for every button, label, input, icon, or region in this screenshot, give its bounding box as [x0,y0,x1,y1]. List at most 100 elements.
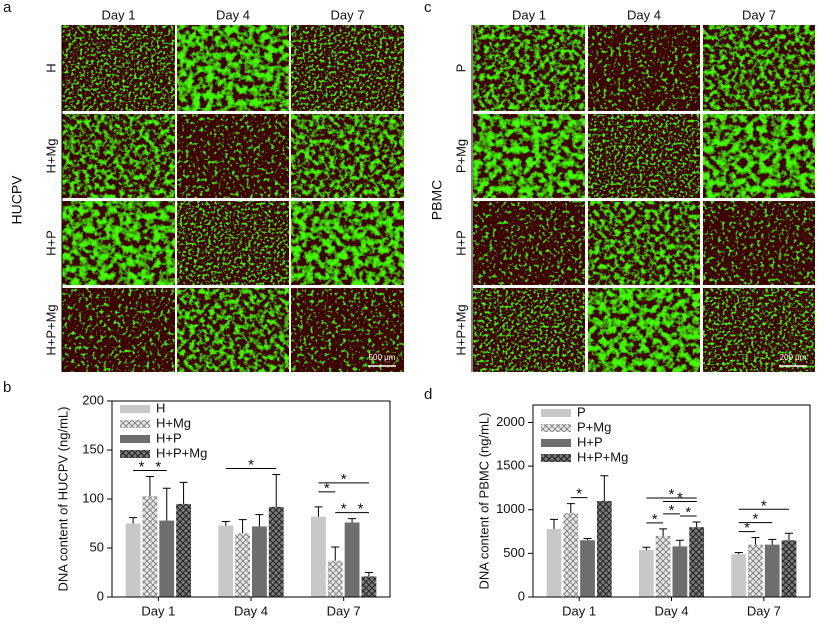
error-bar [255,514,264,527]
micrograph [291,201,404,285]
row-label: H+P [43,230,58,256]
error-bar [145,475,154,497]
scale-bar-label: 200 μm [780,353,807,362]
micrograph [703,201,815,285]
row-label: P+Mg [453,139,468,173]
error-bar [784,532,793,541]
legend-swatch [120,420,150,428]
micrograph [588,288,700,372]
legend-swatch [120,435,150,443]
error-bar [331,546,340,561]
column-label: Day 7 [742,7,776,22]
micrograph [177,25,289,111]
panel-label: a [3,0,12,16]
significance-star: * [155,458,161,475]
x-tick-label: Day 7 [327,603,361,618]
micrograph [177,114,289,198]
error-bar [583,538,592,541]
bar [125,523,141,597]
micrograph [177,201,289,285]
legend-swatch [541,409,571,417]
bar [361,576,377,597]
significance-star: * [652,511,658,528]
bar [689,527,705,597]
bar [596,501,612,597]
legend-swatch [120,405,150,413]
error-bar [238,519,247,534]
bar [781,540,797,597]
y-tick-label: 200 [82,392,104,407]
row-label: H+P+Mg [453,304,468,355]
micrograph [62,288,175,372]
y-tick-label: 0 [97,588,104,603]
legend-label: P+Mg [577,419,611,434]
legend-label: H+P+Mg [577,449,628,464]
legend-swatch [541,454,571,462]
error-bar [734,551,743,555]
x-tick-label: Day 1 [141,603,175,618]
bar [655,535,671,597]
micrograph [291,25,404,111]
y-tick-label: 150 [82,441,104,456]
error-bar [600,475,609,501]
bar [638,549,654,597]
error-bar [129,517,138,524]
legend-label: P [577,404,586,419]
legend-swatch [541,439,571,447]
panel-label: b [3,379,11,396]
significance-star: * [358,501,364,518]
bar [764,544,780,597]
micrograph [473,201,585,285]
bar [311,516,326,597]
micrograph [291,288,404,372]
error-bar [642,546,651,550]
bar [546,528,562,597]
row-label: H+P [453,230,468,256]
y-tick-label: 100 [82,490,104,505]
significance-star: * [669,486,675,503]
legend-swatch [541,424,571,432]
group-label: HUCPV [9,175,25,225]
significance-star: * [677,490,683,507]
error-bar [314,506,323,517]
significance-star: * [248,456,254,473]
row-label: P [453,64,468,73]
legend-swatch [120,450,150,458]
significance-star: * [341,501,347,518]
significance-star: * [139,458,145,475]
micrograph [703,25,815,111]
bar [344,522,360,597]
significance-star: * [685,504,691,521]
legend-label: H [156,400,165,415]
y-tick-label: 50 [90,539,104,554]
bar [176,503,191,597]
bar [748,544,763,597]
panel-label: c [424,0,432,16]
error-bar [162,487,171,521]
legend-label: H+P [156,430,182,445]
bar [563,513,579,597]
error-bar [566,503,575,514]
x-tick-label: Day 4 [655,603,689,618]
error-bar [768,538,777,545]
bar [672,546,688,597]
significance-star: * [576,486,582,503]
significance-star: * [761,497,767,514]
error-bar [272,474,281,507]
row-label: H+Mg [43,138,58,173]
y-tick-label: 0 [518,588,525,603]
column-label: Day 4 [627,7,661,22]
micrograph [62,25,175,111]
bar [235,533,250,597]
column-label: Day 7 [331,7,365,22]
bar [159,520,175,597]
micrograph [62,201,175,285]
y-tick-label: 500 [503,545,525,560]
column-label: Day 4 [216,7,250,22]
plot-frame [532,404,811,598]
bar [218,525,234,597]
error-bar [751,537,760,545]
significance-star: * [753,511,759,528]
significance-star: * [744,520,750,537]
